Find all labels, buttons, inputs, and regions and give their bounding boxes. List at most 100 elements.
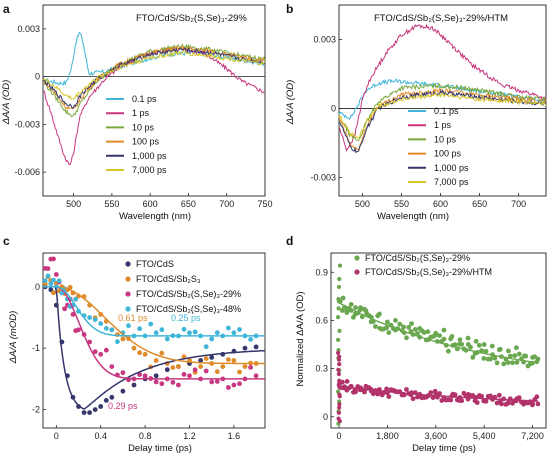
d-data-point [441, 336, 447, 342]
d-data-point [404, 335, 409, 341]
d-fit-curve [339, 385, 538, 402]
d-legend-label: FTO/CdS/Sb₂(S,Se)₃-29% [365, 253, 470, 263]
d-data-point [386, 330, 392, 335]
c-data-point [92, 407, 98, 412]
d-data-point [393, 318, 398, 323]
d-data-point [465, 335, 471, 341]
c-data-point [187, 330, 192, 336]
c-data-point [153, 373, 159, 379]
d-data-point [488, 393, 493, 399]
d-data-point [481, 356, 487, 361]
d-data-point [337, 392, 342, 397]
panel-d-label: d [286, 234, 293, 248]
c-data-point [153, 330, 159, 336]
panel-b: b FTO/CdS/Sb₂(S,Se)₃-29%/HTM Wavelength … [285, 2, 547, 222]
c-data-point [170, 365, 176, 370]
c-data-point [181, 326, 187, 332]
d-data-point [452, 392, 458, 398]
d-data-point [384, 386, 389, 392]
b-xtick-label: 500 [355, 199, 370, 209]
d-data-point [353, 389, 358, 395]
d-data-point [362, 306, 367, 312]
c-data-point [198, 364, 204, 369]
d-data-point [430, 395, 436, 400]
c-data-point [98, 351, 104, 357]
a-xtick-label: 700 [219, 199, 234, 209]
d-legend-marker [354, 255, 360, 261]
d-data-point [446, 348, 451, 354]
d-data-point [348, 302, 354, 307]
c-xtick-label: 0.4 [94, 431, 107, 441]
d-data-point [412, 327, 418, 332]
c-data-point [231, 358, 237, 363]
c-xtick-label: 1.2 [183, 431, 196, 441]
c-data-point [248, 365, 254, 370]
d-data-point [496, 392, 502, 398]
d-xtick-label: 1,800 [376, 431, 399, 441]
c-data-point [109, 394, 115, 400]
a-legend-label: 0.1 ps [132, 94, 157, 104]
a-legend-label: 1 ps [132, 108, 150, 118]
d-data-point [336, 371, 341, 377]
c-data-point [226, 325, 231, 331]
c-data-point [231, 330, 237, 336]
c-data-point [62, 306, 67, 312]
c-data-point [137, 372, 143, 377]
d-data-point [483, 398, 489, 404]
d-data-point [421, 330, 427, 335]
b-legend-label: 100 ps [434, 149, 462, 159]
c-data-point [56, 278, 62, 284]
a-series-line [42, 45, 266, 110]
b-series-line [338, 82, 547, 141]
c-legend-label: FTO/CdS/Sb₂(S,Se)₃-29% [136, 289, 241, 299]
b-legend-label: 10 ps [434, 134, 457, 144]
d-data-point [337, 328, 342, 333]
d-data-point [474, 400, 480, 405]
d-data-point [473, 338, 479, 344]
a-series-line [42, 50, 266, 100]
c-data-point [153, 358, 159, 363]
d-data-point [483, 348, 489, 354]
c-data-point [87, 410, 92, 415]
d-data-point [336, 350, 341, 355]
d-data-point [481, 342, 487, 347]
c-fit-curve [43, 286, 265, 365]
c-data-point [176, 364, 181, 369]
d-data-point [384, 325, 389, 331]
c-ytick-label: -1 [32, 343, 40, 353]
panel-a-ylabel: ΔA/A (OD) [1, 80, 12, 126]
c-legend-label: FTO/CdS [136, 259, 174, 269]
d-xtick-label: 0 [337, 431, 342, 441]
c-data-point [126, 323, 131, 329]
c-data-point [137, 326, 143, 332]
c-data-point [187, 373, 192, 379]
d-data-point [437, 391, 442, 396]
b-legend-label: 7,000 ps [434, 177, 469, 187]
c-data-point [87, 315, 92, 320]
d-data-point [507, 353, 513, 359]
c-data-point [148, 321, 154, 327]
d-data-point [385, 319, 390, 325]
d-data-point [479, 348, 484, 353]
d-legend-label: FTO/CdS/Sb₂(S,Se)₃-29%/HTM [365, 267, 492, 277]
d-data-point [344, 310, 350, 315]
c-data-point [209, 379, 215, 385]
panel-b-xlabel: Wavelength (nm) [377, 211, 449, 222]
d-data-point [336, 410, 341, 415]
d-data-point [337, 354, 342, 359]
c-data-point [209, 355, 215, 360]
d-data-point [337, 402, 342, 407]
a-ytick-label: 0.003 [17, 24, 40, 34]
c-data-point [159, 327, 165, 333]
d-data-point [432, 388, 438, 394]
d-data-point [437, 333, 442, 338]
c-data-point [51, 290, 56, 296]
b-xtick-label: 700 [511, 199, 526, 209]
d-data-point [409, 321, 414, 326]
d-data-point [506, 348, 511, 354]
d-data-point [523, 353, 529, 359]
c-data-point [103, 347, 109, 353]
c-data-point [164, 367, 170, 373]
d-data-point [516, 351, 522, 357]
d-data-point [459, 398, 465, 404]
